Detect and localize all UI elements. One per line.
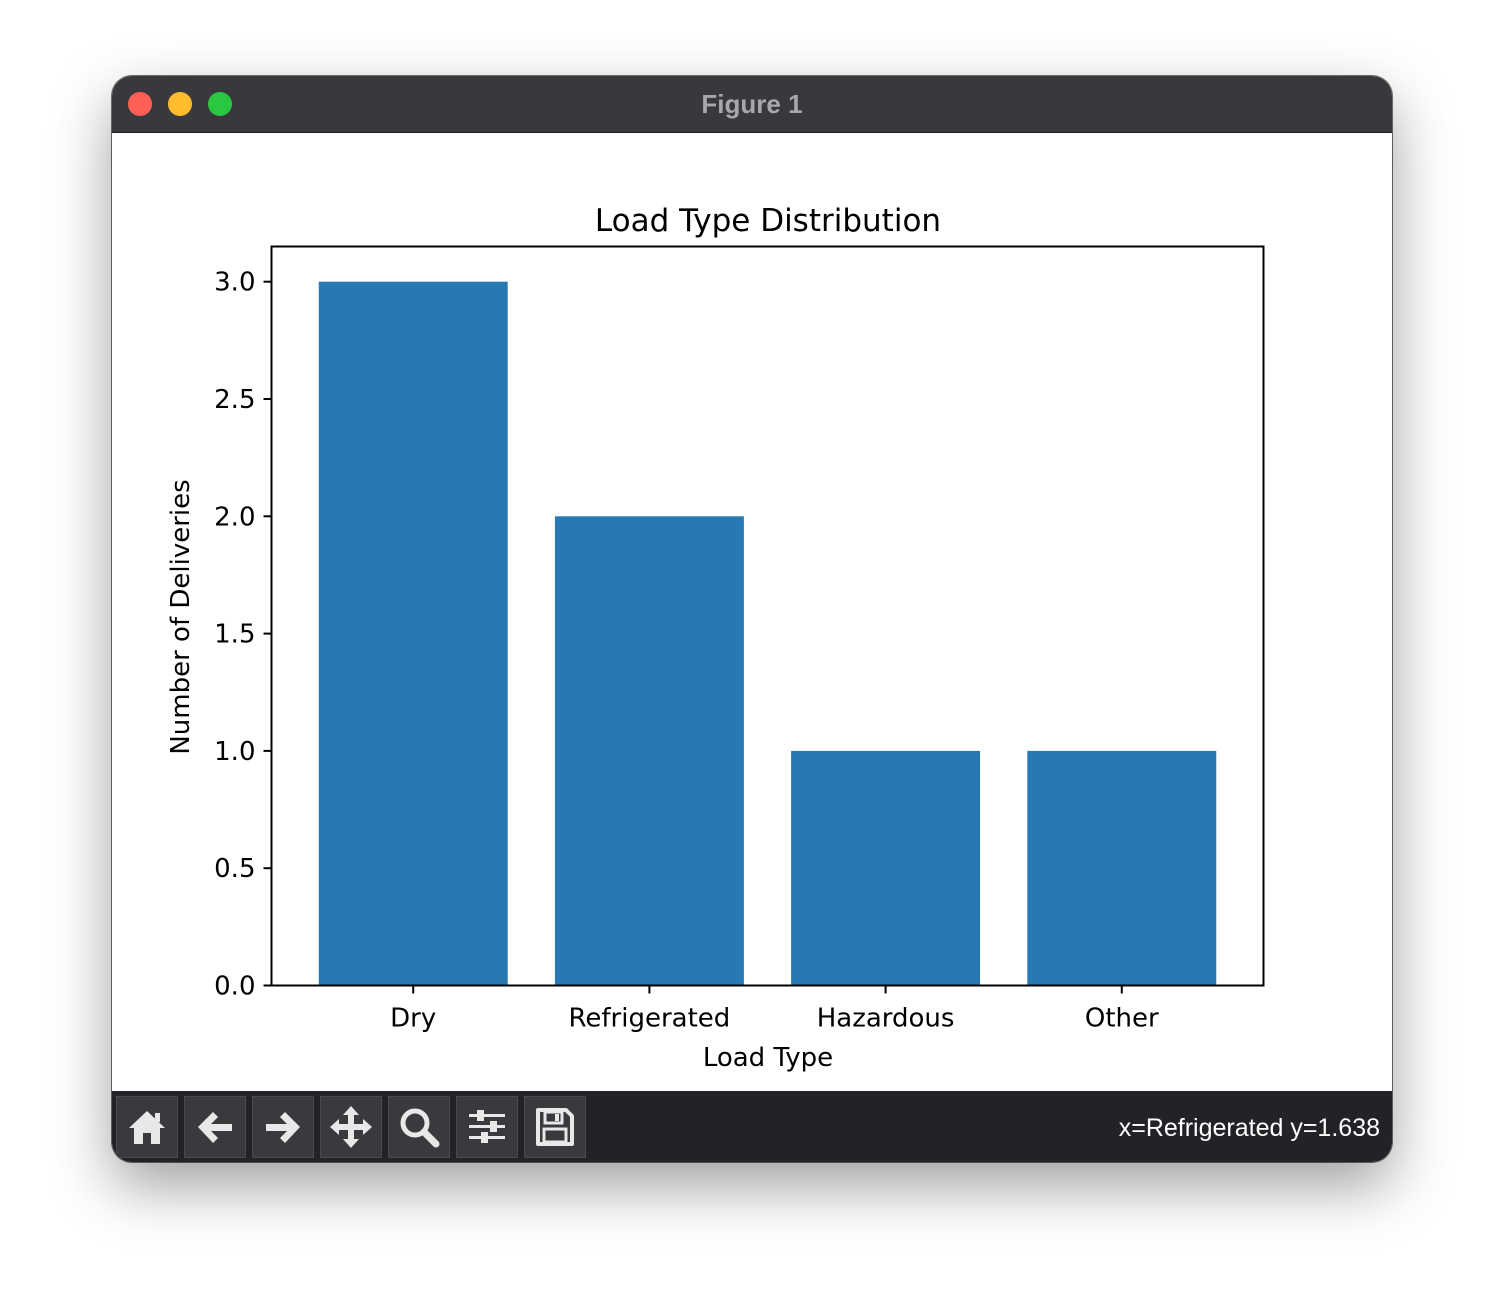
save-button[interactable] [524, 1096, 586, 1158]
y-axis-label: Number of Deliveries [166, 479, 196, 754]
plot-frame [270, 245, 1265, 987]
arrow-left-icon [198, 1112, 232, 1143]
move-icon [330, 1106, 372, 1148]
bar-chart: Load Type Distribution 0.0 0.5 1.0 1.5 2.0 2.… [166, 203, 1265, 1073]
minimize-window-button[interactable] [168, 92, 192, 116]
x-tick-label: Other [1085, 1004, 1159, 1034]
x-axis: Dry Refrigerated Hazardous Other [390, 985, 1159, 1034]
configure-subplots-button[interactable] [456, 1096, 518, 1158]
bar-hazardous [791, 750, 981, 986]
home-button[interactable] [116, 1096, 178, 1158]
title-bar[interactable]: Figure 1 [112, 76, 1392, 133]
x-tick-label: Refrigerated [569, 1004, 731, 1034]
bar-other [1027, 750, 1217, 986]
bar-refrigerated [554, 516, 744, 986]
y-tick-label: 0.0 [214, 972, 255, 1002]
arrow-right-icon [266, 1112, 300, 1143]
close-window-button[interactable] [128, 92, 152, 116]
sliders-icon [469, 1110, 505, 1143]
navigation-toolbar: x=Refrigerated y=1.638 [112, 1091, 1392, 1162]
zoom-window-button[interactable] [208, 92, 232, 116]
bar-dry [318, 281, 508, 986]
y-axis: 0.0 0.5 1.0 1.5 2.0 2.5 3.0 [214, 268, 272, 1002]
zoom-button[interactable] [388, 1096, 450, 1158]
y-tick-label: 3.0 [214, 268, 255, 298]
y-tick-label: 1.5 [214, 620, 255, 650]
x-tick-label: Dry [390, 1004, 436, 1034]
back-button[interactable] [184, 1096, 246, 1158]
y-tick-label: 0.5 [214, 854, 255, 884]
figure-window: Figure 1 Load Type Distribution 0.0 0.5 1.… [112, 76, 1392, 1162]
bars-layer [318, 281, 1217, 986]
y-tick-label: 2.0 [214, 502, 255, 532]
home-icon [129, 1111, 165, 1144]
cursor-coordinates: x=Refrigerated y=1.638 [1118, 1114, 1380, 1142]
x-axis-label: Load Type [703, 1043, 833, 1073]
magnifier-icon [400, 1108, 440, 1148]
figure-canvas[interactable]: Load Type Distribution 0.0 0.5 1.0 1.5 2.0 2.… [112, 133, 1392, 1091]
x-tick-label: Hazardous [817, 1004, 955, 1034]
floppy-disk-icon [536, 1108, 574, 1146]
pan-button[interactable] [320, 1096, 382, 1158]
chart-title: Load Type Distribution [595, 203, 941, 239]
y-tick-label: 2.5 [214, 385, 255, 415]
y-tick-label: 1.0 [214, 737, 255, 767]
forward-button[interactable] [252, 1096, 314, 1158]
window-title: Figure 1 [701, 89, 803, 119]
